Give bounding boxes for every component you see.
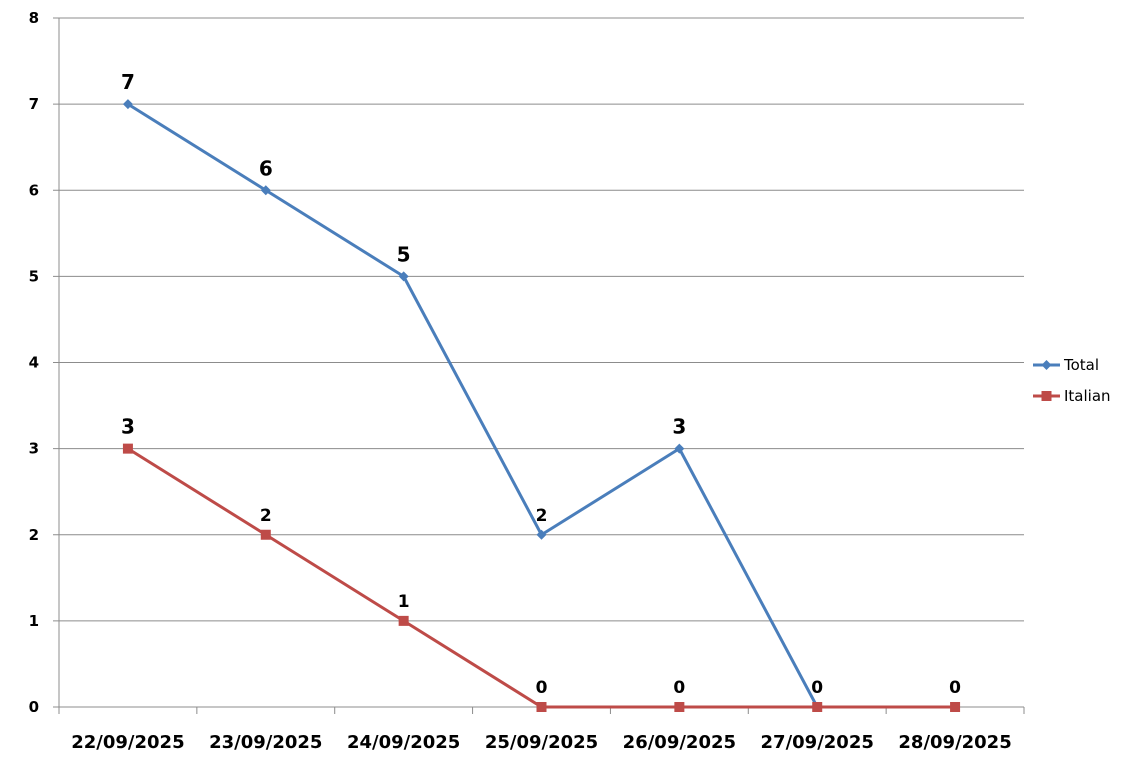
data-point-italian: [812, 702, 823, 712]
data-point-italian: [674, 702, 685, 712]
data-point-total: [674, 443, 685, 454]
series-total: 7 6 5 2 3 0 0: [121, 70, 961, 712]
y-tick-label: 6: [29, 181, 39, 199]
data-point-total: [536, 529, 547, 540]
x-tick-label: 28/09/2025: [898, 732, 1011, 753]
y-tick-label: 3: [29, 440, 39, 458]
y-tick-label: 5: [29, 267, 39, 285]
data-label-italian: 0: [536, 678, 548, 698]
x-tick-label: 26/09/2025: [623, 732, 736, 753]
x-tick-label: 27/09/2025: [761, 732, 874, 753]
data-label-total: 6: [259, 156, 273, 180]
x-tick-label: 22/09/2025: [71, 732, 184, 753]
legend: Total Italian: [1033, 356, 1111, 405]
y-tick-label: 0: [29, 698, 39, 716]
y-tick-label: 4: [29, 354, 39, 372]
data-label-total: 3: [672, 415, 686, 439]
data-label-total: 0: [949, 678, 961, 698]
data-point-italian: [950, 702, 961, 712]
x-tick-label: 24/09/2025: [347, 732, 460, 753]
data-point-total: [122, 99, 133, 110]
data-label-total: 7: [121, 70, 135, 94]
legend-label-total: Total: [1063, 356, 1099, 374]
data-label-italian: 3: [121, 415, 135, 439]
y-tick-label: 7: [29, 95, 39, 113]
data-point-italian: [260, 529, 271, 540]
data-point-italian: [122, 443, 133, 454]
series-line-total: [127, 102, 819, 708]
legend-marker-italian: [1041, 391, 1052, 401]
series-italian: 3 2 1 0 0: [121, 415, 961, 712]
data-label-italian: 0: [673, 678, 685, 698]
data-label-total: 0: [811, 678, 823, 698]
data-label-italian: 2: [260, 506, 272, 526]
data-label-italian: 1: [398, 592, 410, 612]
legend-label-italian: Italian: [1064, 387, 1111, 405]
x-tick-label: 25/09/2025: [485, 732, 598, 753]
data-label-total: 2: [536, 506, 548, 526]
data-point-total: [398, 271, 409, 282]
data-point-italian: [398, 615, 409, 626]
y-tick-label: 8: [29, 9, 39, 27]
y-tick-label: 2: [29, 526, 39, 544]
data-label-total: 5: [397, 242, 411, 266]
data-point-total: [260, 185, 271, 196]
data-point-italian: [536, 702, 547, 712]
series-line-italian: [127, 447, 956, 709]
y-tick-label: 1: [29, 612, 39, 630]
legend-marker-total: [1041, 360, 1052, 370]
gridlines: [59, 17, 1024, 622]
x-tick-label: 23/09/2025: [209, 732, 322, 753]
